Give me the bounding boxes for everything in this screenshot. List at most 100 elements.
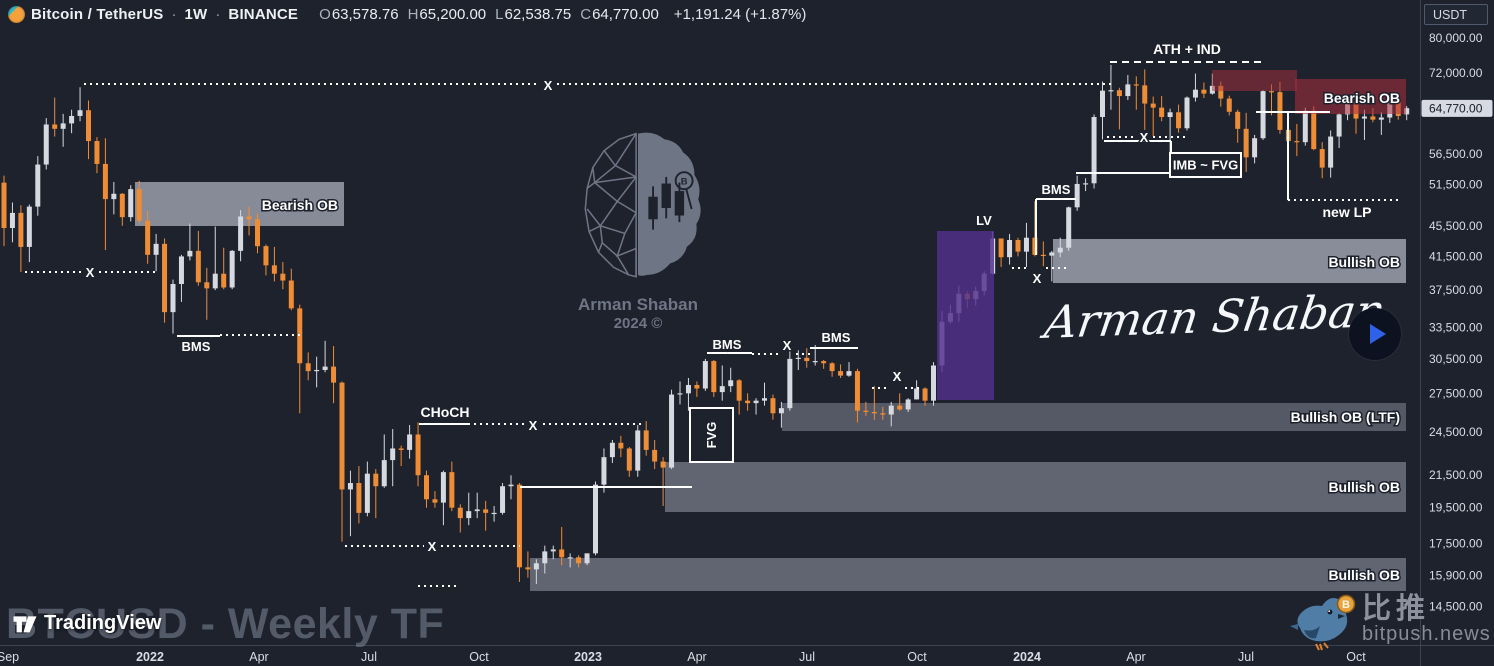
bms-2022-label: BMS: [182, 339, 211, 354]
time-tick: Oct: [907, 650, 927, 664]
x-60k: X: [1140, 130, 1149, 145]
svg-text:Bullish OB: Bullish OB: [1328, 479, 1400, 495]
close-key: C: [580, 6, 592, 23]
tradingview-logo-label: TradingView: [44, 612, 162, 634]
price-tick: 15,900.00: [1429, 569, 1483, 583]
order-block-bands: Bearish OB Bullish OB Bullish OB (LTF) Bull…: [135, 182, 1406, 591]
fvg-box[interactable]: [689, 407, 734, 463]
ohlc-readout: O 63,578.76 H 65,200.00 L 62,538.75 C 64,770…: [310, 6, 659, 23]
bullish-ob-mid[interactable]: [665, 462, 1406, 512]
price-change: +1,191.24 (+1.87%): [673, 6, 807, 23]
currency-toggle-button[interactable]: USDT: [1424, 4, 1488, 25]
header-separator-2: ·: [215, 6, 221, 23]
time-tick: Apr: [687, 650, 706, 664]
tradingview-logo[interactable]: TradingView: [12, 612, 161, 635]
time-tick: 2024: [1013, 650, 1041, 664]
symbol-name[interactable]: Bitcoin / TetherUS: [31, 6, 164, 23]
bullish-ob-2022-lows[interactable]: [530, 558, 1406, 591]
interval-label[interactable]: 1W: [184, 6, 208, 23]
open-value: 63,578.76: [331, 6, 399, 23]
time-tick: Apr: [1126, 650, 1145, 664]
price-tick: 56,500.00: [1429, 147, 1483, 161]
high-key: H: [407, 6, 419, 23]
price-tick: 33,500.00: [1429, 321, 1483, 335]
svg-text:Bearish OB: Bearish OB: [1324, 90, 1400, 106]
bearish-ob-red[interactable]: [1295, 79, 1406, 114]
x-2021: X: [86, 265, 95, 280]
time-tick: Apr: [249, 650, 268, 664]
time-axis[interactable]: Sep 2022 Apr Jul Oct 2023 Apr Jul Oct 2024 Apr Jul O…: [0, 645, 1494, 665]
current-price-tag: [1421, 99, 1493, 117]
low-key: L: [495, 6, 504, 23]
open-key: O: [319, 6, 331, 23]
close-value: 64,770.00: [592, 6, 659, 23]
bearish-ob-red-upper[interactable]: [1212, 70, 1297, 91]
x-31k: X: [783, 338, 792, 353]
x-40k: X: [1033, 271, 1042, 286]
bullish-ob-2024[interactable]: [1053, 239, 1406, 283]
x-choch: X: [529, 418, 538, 433]
x-25k: X: [893, 369, 902, 384]
annotation-labels: ATH + IND X X BMS new LP LV X BMS X BMS X CHoCH X X X B…: [84, 40, 1373, 556]
play-button[interactable]: [1349, 308, 1401, 360]
brain-logo-name: Arman Shaban: [578, 295, 698, 314]
bms-2024-label: BMS: [1042, 182, 1071, 197]
tradingview-logo-icon: [12, 613, 38, 635]
price-tick: 17,500.00: [1429, 537, 1483, 551]
price-tick: 24,500.00: [1429, 425, 1483, 439]
annotation-lines: [25, 61, 1402, 587]
header-separator: ·: [171, 6, 177, 23]
svg-text:B: B: [681, 175, 688, 186]
time-tick: Sep: [0, 650, 19, 664]
bitpush-cn-label: 比推: [1362, 593, 1431, 625]
low-value: 62,538.75: [504, 6, 572, 23]
highlight-zones: Bearish OB: [937, 70, 1406, 400]
time-tick: Oct: [1346, 650, 1366, 664]
svg-text:Bullish OB: Bullish OB: [1328, 567, 1400, 583]
chart-watermark-text: BTCUSD - Weekly TF: [6, 600, 445, 648]
lv-accumulation-zone[interactable]: [937, 231, 994, 400]
time-tick: Oct: [469, 650, 489, 664]
svg-text:Bearish OB: Bearish OB: [262, 197, 338, 213]
brain-logo-icon: B: [572, 132, 704, 292]
candles-layer: [1, 64, 1410, 585]
time-tick: 2022: [136, 650, 164, 664]
imb-fvg-label-box[interactable]: [1169, 152, 1242, 178]
bullish-ob-ltf[interactable]: [782, 403, 1406, 431]
svg-text:IMB ~ FVG: IMB ~ FVG: [1173, 158, 1238, 173]
x-ath: X: [544, 78, 553, 93]
price-tick: 14,500.00: [1429, 599, 1483, 613]
price-tick: 21,500.00: [1429, 468, 1483, 482]
svg-text:B: B: [1342, 599, 1350, 611]
bitpush-bird-icon: B: [1290, 594, 1360, 652]
choch-label: CHoCH: [421, 404, 470, 420]
price-tick: 30,500.00: [1429, 352, 1483, 366]
bitcoin-symbol-icon: [8, 6, 25, 23]
price-tick: 37,500.00: [1429, 283, 1483, 297]
current-price-value: 64,770.00: [1429, 101, 1483, 115]
high-value: 65,200.00: [419, 6, 487, 23]
x-17k: X: [428, 539, 437, 554]
new-lp-label: new LP: [1322, 204, 1371, 220]
price-tick: 51,500.00: [1429, 178, 1483, 192]
svg-text:Bullish OB (LTF): Bullish OB (LTF): [1291, 409, 1400, 425]
price-tick: 27,500.00: [1429, 386, 1483, 400]
bitpush-domain-label: bitpush.news: [1362, 622, 1491, 645]
price-tick: 19,500.00: [1429, 501, 1483, 515]
arman-shaban-logo: B Arman Shaban 2024 ©: [568, 128, 708, 332]
svg-text:FVG: FVG: [704, 422, 719, 449]
bms-2023b-label: BMS: [822, 330, 851, 345]
exchange-label: BINANCE: [228, 6, 299, 23]
play-icon: [1369, 324, 1386, 344]
time-tick: Jul: [1238, 650, 1254, 664]
price-tick: 80,000.00: [1429, 31, 1483, 45]
price-tick: 41,500.00: [1429, 249, 1483, 263]
bitpush-watermark: B 比推 bitpush.news: [1290, 593, 1491, 652]
svg-text:Bullish OB: Bullish OB: [1328, 254, 1400, 270]
price-axis[interactable]: 80,000.00 72,000.00 56,500.00 51,500.00 45,5…: [1420, 0, 1493, 666]
price-tick: 72,000.00: [1429, 66, 1483, 80]
time-tick: Jul: [799, 650, 815, 664]
lv-label: LV: [976, 213, 992, 228]
